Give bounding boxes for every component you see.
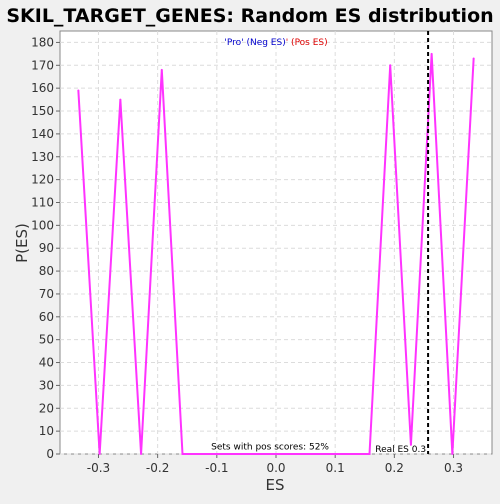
- y-tick-label: 110: [31, 195, 54, 209]
- annotations: Sets with pos scores: 52%: [211, 443, 329, 453]
- y-axis-label: P(ES): [13, 223, 31, 263]
- x-tick-label: -0.2: [146, 461, 169, 475]
- data-point: [119, 98, 122, 101]
- data-point: [368, 453, 371, 455]
- y-tick-label: 170: [31, 58, 54, 72]
- data-point: [181, 453, 184, 455]
- grid-lines: [60, 31, 492, 455]
- y-tick-label: 90: [39, 241, 54, 255]
- x-tick-label: -0.3: [87, 461, 110, 475]
- y-tick-label: 140: [31, 127, 54, 141]
- y-tick-label: 150: [31, 104, 54, 118]
- y-tick-label: 180: [31, 35, 54, 49]
- data-point: [451, 453, 454, 455]
- y-tick-label: 100: [31, 218, 54, 232]
- y-tick-label: 160: [31, 81, 54, 95]
- data-point: [140, 453, 143, 455]
- y-tick-label: 120: [31, 173, 54, 187]
- x-axis-label: ES: [266, 476, 285, 494]
- legend: 'Pro' (Neg ES)' (Pos ES): [224, 38, 327, 48]
- legend-item: ' (Pos ES): [286, 38, 328, 48]
- x-tick-label: -0.1: [205, 461, 228, 475]
- data-point: [472, 57, 475, 60]
- y-tick-label: 50: [39, 333, 54, 347]
- data-point: [430, 52, 433, 55]
- annotation-text: Sets with pos scores: 52%: [211, 443, 329, 453]
- data-point: [98, 453, 101, 455]
- y-tick-label: 80: [39, 264, 54, 278]
- real-es-label: Real ES 0.3: [375, 445, 426, 455]
- x-tick-label: 0.1: [326, 461, 345, 475]
- y-tick-label: 60: [39, 310, 54, 324]
- series-line: [77, 53, 475, 455]
- x-tick-label: 0.2: [385, 461, 404, 475]
- x-tick-label: 0.3: [444, 461, 463, 475]
- legend-text: 'Pro' (Neg ES)' (Pos ES): [224, 38, 327, 48]
- data-point: [160, 68, 163, 71]
- data-point: [77, 89, 80, 92]
- data-point: [389, 64, 392, 67]
- y-tick-label: 20: [39, 401, 54, 415]
- chart-title: SKIL_TARGET_GENES: Random ES distributio…: [6, 5, 493, 27]
- y-tick-label: 40: [39, 356, 54, 370]
- legend-item: 'Pro' (Neg ES): [224, 38, 285, 48]
- x-tick-label: 0.0: [266, 461, 285, 475]
- y-tick-label: 30: [39, 378, 54, 392]
- axes: 0 10 20 30 40 50 60 70 80 90 100 110 120 130 140 150 160…: [31, 35, 463, 475]
- series-layer: [77, 52, 475, 455]
- data-point: [409, 443, 412, 446]
- y-tick-label: 0: [46, 447, 54, 461]
- y-tick-label: 10: [39, 424, 54, 438]
- y-tick-label: 130: [31, 150, 54, 164]
- marker-layer: Real ES 0.3: [375, 31, 430, 455]
- y-tick-label: 70: [39, 287, 54, 301]
